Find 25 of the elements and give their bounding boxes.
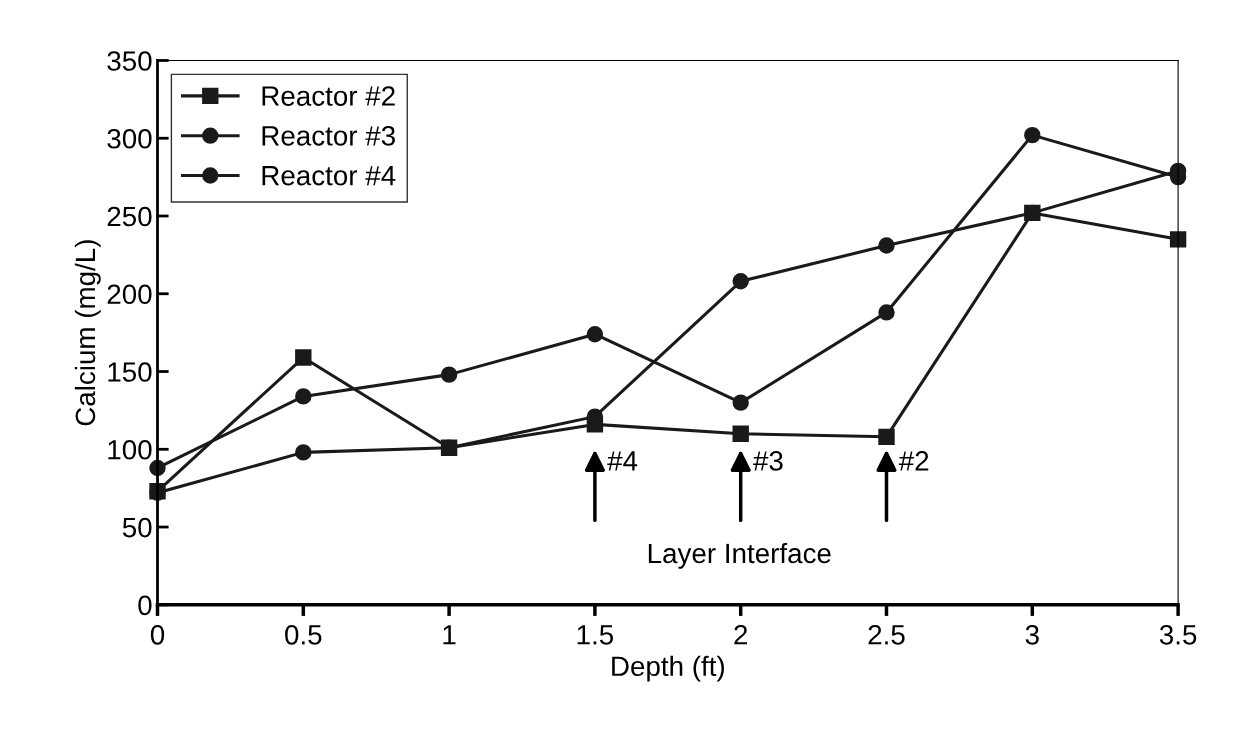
x-tick-label: 0 — [150, 624, 165, 645]
y-tick-label: 0 — [138, 595, 152, 616]
annotation: #3 — [753, 451, 783, 471]
annotation: Layer Interface — [648, 542, 831, 569]
x-axis-title: Depth (ft) — [612, 655, 724, 682]
x-tick-label: 3 — [1025, 624, 1039, 645]
annotation: #2 — [898, 451, 929, 471]
legend-label: Reactor #4 — [262, 166, 396, 186]
x-tick-label: 0.5 — [285, 624, 322, 645]
x-tick-label: 3.5 — [1159, 624, 1197, 645]
legend-label: Reactor #3 — [262, 126, 395, 146]
legend-label: Reactor #2 — [262, 86, 395, 106]
y-tick-label: 200 — [107, 284, 152, 305]
y-tick-label: 350 — [107, 51, 152, 71]
annotation: #4 — [607, 451, 638, 471]
x-tick-label: 1.5 — [577, 625, 614, 645]
y-tick-label: 50 — [122, 517, 152, 538]
x-tick-label: 2 — [734, 624, 748, 645]
y-axis-title: Calcium (mg/L) — [74, 240, 101, 426]
y-tick-label: 250 — [107, 206, 152, 227]
x-tick-label: 2.5 — [868, 624, 905, 645]
y-tick-label: 300 — [107, 128, 152, 149]
x-tick-label: 1 — [443, 625, 456, 645]
y-tick-label: 100 — [108, 439, 152, 460]
y-tick-label: 150 — [108, 362, 152, 382]
